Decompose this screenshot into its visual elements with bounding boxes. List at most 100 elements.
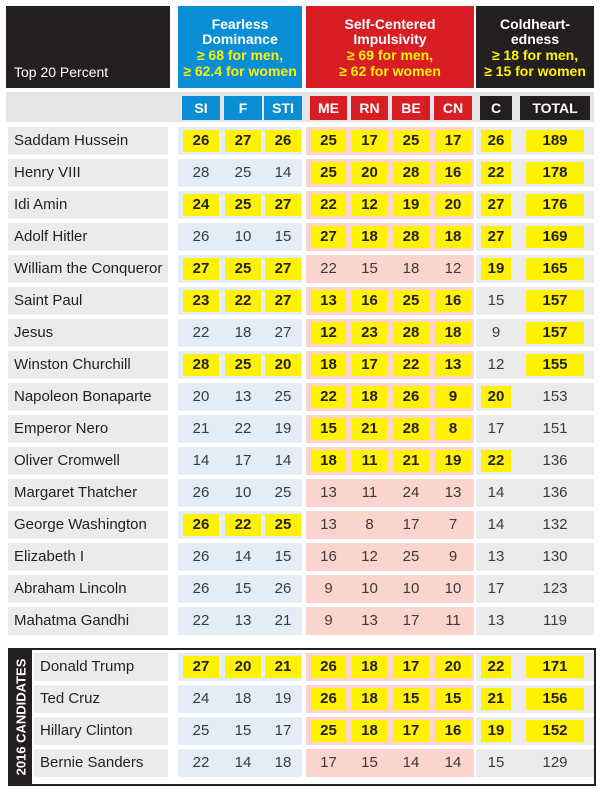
cell-value: 25 xyxy=(393,130,429,152)
row-name: Bernie Sanders xyxy=(40,754,144,771)
total-value: 153 xyxy=(542,388,568,405)
row-band xyxy=(476,287,518,315)
row-band xyxy=(178,717,302,745)
cell-value: 22 xyxy=(320,260,337,277)
cell-value: 25 xyxy=(311,130,346,152)
cell-value: 19 xyxy=(274,690,292,707)
cell-value: 26 xyxy=(183,514,219,536)
cell-value: 14 xyxy=(444,754,462,771)
cell-value: 21 xyxy=(192,420,210,437)
row-name: Donald Trump xyxy=(40,658,135,675)
row-name: Saint Paul xyxy=(14,292,83,309)
cell-value: 18 xyxy=(234,690,252,707)
cell-value: 11 xyxy=(361,484,378,501)
column-header-c: C xyxy=(480,96,512,120)
row-name: Adolf Hitler xyxy=(14,228,88,245)
row-name: William the Conqueror xyxy=(14,260,163,277)
cell-value: 20 xyxy=(435,194,471,216)
cell-value: 25 xyxy=(393,290,429,312)
cell-value: 12 xyxy=(487,356,505,373)
cell-value: 15 xyxy=(234,722,252,739)
cell-value: 25 xyxy=(274,484,292,501)
row-band xyxy=(518,447,594,475)
cell-value: 22 xyxy=(311,386,346,408)
column-header-cn: CN xyxy=(434,96,472,120)
row-band xyxy=(178,575,302,603)
cell-value: 17 xyxy=(234,452,252,469)
cell-value: 13 xyxy=(234,388,252,405)
cell-value: 9 xyxy=(435,386,471,408)
row-label-band xyxy=(34,749,168,777)
row-band xyxy=(476,543,518,571)
column-header-be: BE xyxy=(392,96,430,120)
corner-label: Top 20 Percent xyxy=(14,64,109,80)
row-name: Elizabeth I xyxy=(14,548,85,565)
cell-value: 15 xyxy=(234,580,252,597)
cell-value: 25 xyxy=(225,258,261,280)
row-band xyxy=(518,383,594,411)
cell-value: 25 xyxy=(225,354,261,376)
cell-value: 27 xyxy=(225,130,261,152)
cell-value: 18 xyxy=(352,656,387,678)
row-label-band xyxy=(8,447,168,475)
row-name: Henry VIII xyxy=(14,164,81,181)
cell-value: 27 xyxy=(481,194,511,216)
cell-value: 13 xyxy=(311,290,346,312)
row-label-band xyxy=(34,685,168,713)
row-band xyxy=(476,415,518,443)
row-name: Mahatma Gandhi xyxy=(14,612,130,629)
row-name: Napoleon Bonaparte xyxy=(14,388,152,405)
candidates-label: 2016 CANDIDATES xyxy=(10,650,32,784)
cell-value: 7 xyxy=(448,516,458,533)
row-label-band xyxy=(8,575,168,603)
cell-value: 22 xyxy=(225,514,261,536)
row-band xyxy=(518,749,594,777)
row-label-band xyxy=(8,479,168,507)
cell-value: 28 xyxy=(393,418,429,440)
row-band xyxy=(518,479,594,507)
cell-value: 9 xyxy=(324,580,333,597)
total-value: 129 xyxy=(542,754,568,771)
row-label-band xyxy=(8,223,168,251)
cell-value: 19 xyxy=(481,720,511,742)
row-name: Oliver Cromwell xyxy=(14,452,120,469)
cell-value: 18 xyxy=(234,324,252,341)
cell-value: 20 xyxy=(435,656,471,678)
cell-value: 26 xyxy=(192,484,210,501)
row-band xyxy=(306,749,474,777)
cell-value: 14 xyxy=(487,484,505,501)
cell-value: 28 xyxy=(183,354,219,376)
cell-value: 8 xyxy=(365,516,374,533)
cell-value: 26 xyxy=(192,580,210,597)
row-band xyxy=(178,319,302,347)
row-band xyxy=(476,575,518,603)
cell-value: 25 xyxy=(274,388,292,405)
cell-value: 14 xyxy=(234,754,252,771)
cell-value: 27 xyxy=(274,324,292,341)
cell-value: 22 xyxy=(481,656,511,678)
row-band xyxy=(178,543,302,571)
cell-value: 24 xyxy=(402,484,420,501)
cell-value: 22 xyxy=(393,354,429,376)
cell-value: 25 xyxy=(234,164,252,181)
cell-value: 18 xyxy=(352,226,387,248)
row-label-band xyxy=(8,351,168,379)
column-header-sti: STI xyxy=(264,96,302,120)
cell-value: 22 xyxy=(311,194,346,216)
row-band xyxy=(476,479,518,507)
cell-value: 15 xyxy=(393,688,429,710)
row-name: Jesus xyxy=(14,324,54,341)
row-band xyxy=(518,575,594,603)
cell-value: 18 xyxy=(435,226,471,248)
cell-value: 17 xyxy=(352,354,387,376)
row-band xyxy=(306,255,474,283)
cell-value: 21 xyxy=(265,656,301,678)
cell-value: 12 xyxy=(444,260,462,277)
total-value: 165 xyxy=(526,258,584,280)
cell-value: 17 xyxy=(393,656,429,678)
cell-value: 13 xyxy=(487,612,505,629)
cell-value: 10 xyxy=(402,580,420,597)
row-band xyxy=(306,543,474,571)
row-name: Emperor Nero xyxy=(14,420,109,437)
row-band xyxy=(518,415,594,443)
